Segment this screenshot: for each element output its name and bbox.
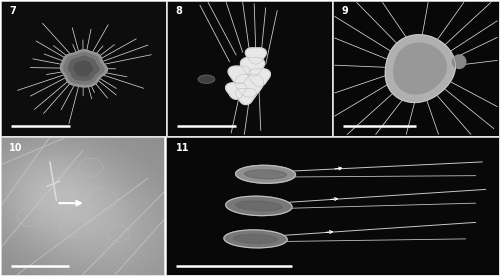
Polygon shape xyxy=(236,88,256,105)
Ellipse shape xyxy=(224,230,287,248)
Text: 11: 11 xyxy=(176,143,189,153)
Polygon shape xyxy=(248,69,270,86)
Text: 10: 10 xyxy=(9,143,22,153)
Polygon shape xyxy=(228,66,250,84)
Ellipse shape xyxy=(236,201,282,211)
Text: 9: 9 xyxy=(342,7,348,17)
Ellipse shape xyxy=(244,170,286,179)
Polygon shape xyxy=(394,43,446,94)
Polygon shape xyxy=(226,83,246,99)
Text: 8: 8 xyxy=(175,7,182,17)
Polygon shape xyxy=(74,61,93,76)
Polygon shape xyxy=(235,74,264,97)
Ellipse shape xyxy=(226,196,292,216)
Ellipse shape xyxy=(198,75,214,83)
Polygon shape xyxy=(68,56,99,81)
Ellipse shape xyxy=(452,55,466,68)
Polygon shape xyxy=(240,57,264,76)
Ellipse shape xyxy=(234,234,278,243)
Polygon shape xyxy=(246,48,266,64)
Ellipse shape xyxy=(236,165,296,183)
Polygon shape xyxy=(386,35,456,102)
Text: 7: 7 xyxy=(9,7,16,17)
Polygon shape xyxy=(60,50,108,87)
Polygon shape xyxy=(64,53,104,84)
